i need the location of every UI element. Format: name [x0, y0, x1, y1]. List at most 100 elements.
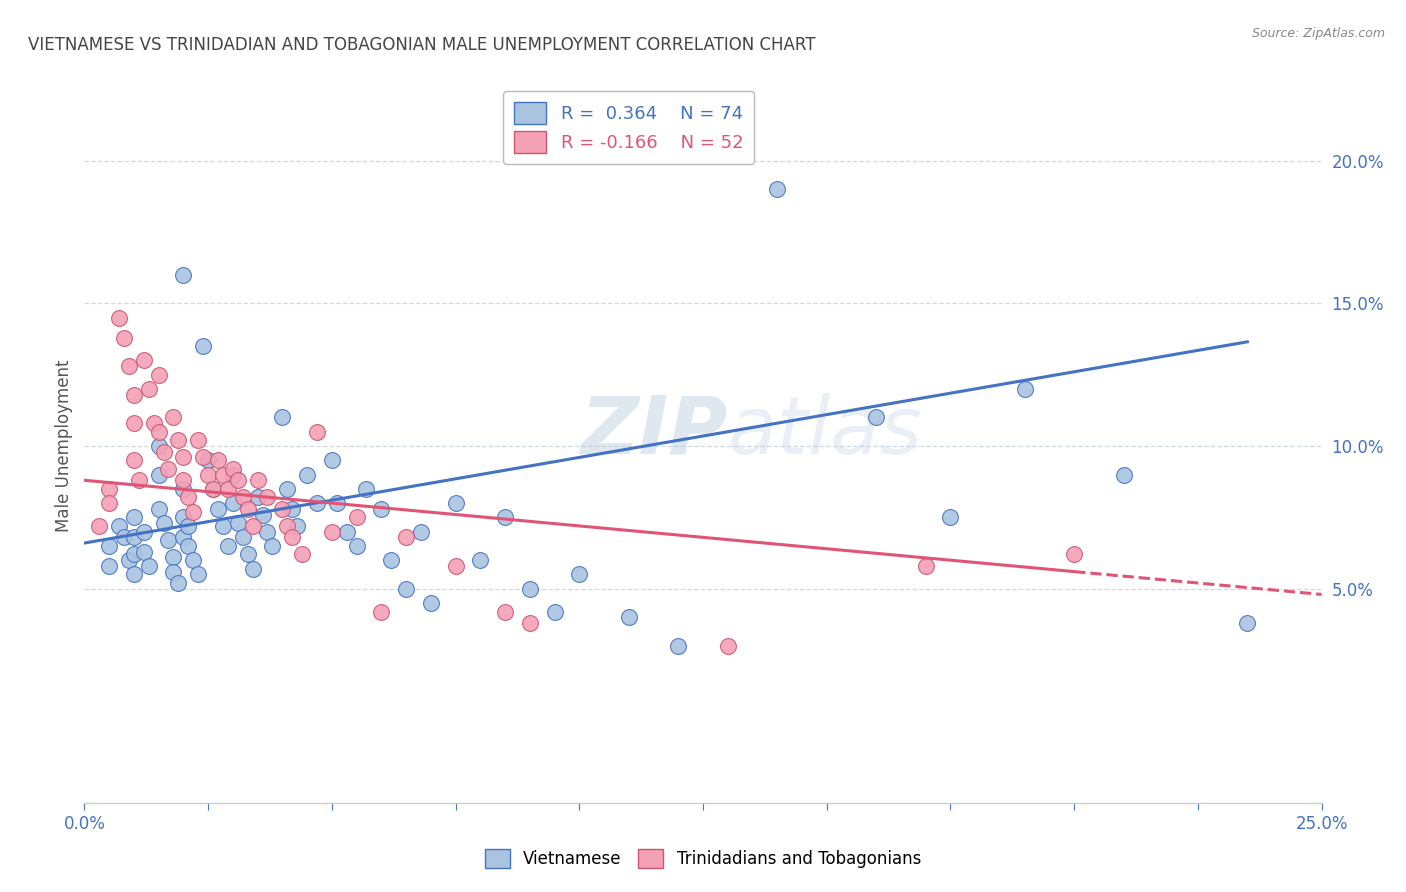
Point	[232, 530, 254, 544]
Point	[122, 453, 145, 467]
Point	[256, 491, 278, 505]
Point	[172, 530, 194, 544]
Point	[222, 467, 245, 482]
Legend: Vietnamese, Trinidadians and Tobagonians: Vietnamese, Trinidadians and Tobagonians	[478, 842, 928, 875]
Point	[132, 544, 155, 558]
Point	[167, 434, 190, 448]
Point	[395, 530, 418, 544]
Point	[281, 501, 304, 516]
Point	[217, 539, 239, 553]
Point	[276, 482, 298, 496]
Point	[1112, 467, 1135, 482]
Point	[336, 524, 359, 539]
Point	[212, 519, 235, 533]
Point	[766, 182, 789, 196]
Point	[148, 368, 170, 382]
Point	[1063, 548, 1085, 562]
Point	[177, 519, 200, 533]
Point	[172, 473, 194, 487]
Point	[222, 462, 245, 476]
Point	[207, 453, 229, 467]
Point	[717, 639, 740, 653]
Point	[162, 550, 184, 565]
Point	[108, 310, 131, 325]
Point	[271, 410, 294, 425]
Point	[444, 558, 467, 573]
Point	[181, 505, 204, 519]
Point	[409, 524, 432, 539]
Point	[276, 519, 298, 533]
Point	[122, 416, 145, 430]
Point	[122, 567, 145, 582]
Point	[122, 548, 145, 562]
Point	[152, 444, 174, 458]
Point	[305, 425, 328, 439]
Point	[370, 501, 392, 516]
Point	[236, 501, 259, 516]
Point	[142, 416, 165, 430]
Point	[191, 450, 214, 465]
Point	[132, 353, 155, 368]
Point	[138, 558, 160, 573]
Point	[242, 562, 264, 576]
Point	[1014, 382, 1036, 396]
Point	[305, 496, 328, 510]
Text: atlas: atlas	[728, 392, 922, 471]
Point	[98, 496, 121, 510]
Point	[321, 453, 343, 467]
Point	[187, 434, 209, 448]
Point	[271, 501, 294, 516]
Point	[252, 508, 274, 522]
Point	[914, 558, 936, 573]
Point	[191, 339, 214, 353]
Text: ZIP: ZIP	[581, 392, 728, 471]
Point	[108, 519, 131, 533]
Point	[444, 496, 467, 510]
Point	[138, 382, 160, 396]
Point	[202, 482, 225, 496]
Point	[167, 576, 190, 591]
Point	[246, 473, 269, 487]
Point	[152, 516, 174, 530]
Point	[226, 516, 249, 530]
Point	[118, 553, 141, 567]
Point	[122, 387, 145, 401]
Point	[246, 491, 269, 505]
Point	[118, 359, 141, 373]
Point	[122, 510, 145, 524]
Point	[212, 467, 235, 482]
Point	[543, 605, 565, 619]
Point	[419, 596, 441, 610]
Point	[295, 467, 318, 482]
Point	[356, 482, 378, 496]
Point	[187, 567, 209, 582]
Point	[470, 553, 492, 567]
Point	[217, 482, 239, 496]
Point	[395, 582, 418, 596]
Point	[380, 553, 402, 567]
Point	[262, 539, 284, 553]
Point	[148, 467, 170, 482]
Point	[98, 558, 121, 573]
Point	[122, 530, 145, 544]
Point	[112, 530, 135, 544]
Point	[177, 491, 200, 505]
Point	[321, 524, 343, 539]
Point	[148, 501, 170, 516]
Text: Source: ZipAtlas.com: Source: ZipAtlas.com	[1251, 27, 1385, 40]
Point	[326, 496, 349, 510]
Legend: R =  0.364    N = 74, R = -0.166    N = 52: R = 0.364 N = 74, R = -0.166 N = 52	[503, 91, 755, 164]
Point	[132, 524, 155, 539]
Point	[172, 268, 194, 282]
Point	[242, 519, 264, 533]
Point	[128, 473, 150, 487]
Point	[157, 533, 180, 548]
Point	[172, 510, 194, 524]
Point	[202, 482, 225, 496]
Y-axis label: Male Unemployment: Male Unemployment	[55, 359, 73, 533]
Point	[519, 615, 541, 630]
Point	[98, 539, 121, 553]
Point	[172, 450, 194, 465]
Point	[89, 519, 111, 533]
Point	[370, 605, 392, 619]
